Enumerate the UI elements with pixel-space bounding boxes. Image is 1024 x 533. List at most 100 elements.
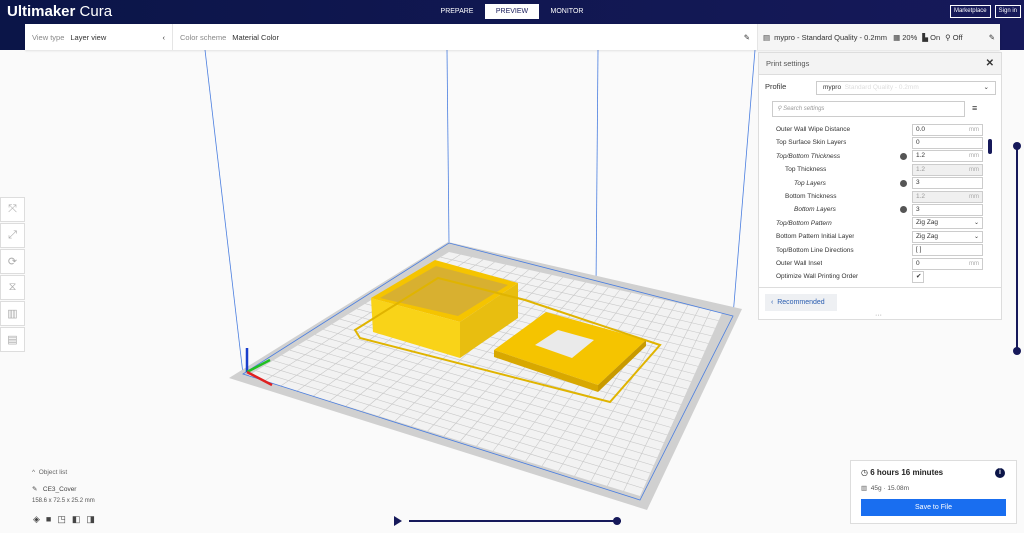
- chevron-down-icon: ⌄: [983, 84, 989, 91]
- settings-menu-icon[interactable]: ≡: [972, 103, 978, 113]
- right-view-icon[interactable]: ◨: [86, 514, 101, 524]
- grid-line: [590, 305, 689, 482]
- setting-input[interactable]: Zig Zag ⌄: [912, 230, 983, 243]
- setting-row: Top Surface Skin Layers 0: [776, 136, 983, 149]
- tab-monitor[interactable]: MONITOR: [550, 8, 584, 15]
- setting-label: Bottom Pattern Initial Layer: [776, 233, 855, 241]
- info-icon[interactable]: [900, 152, 907, 160]
- build-plate-scene: [204, 49, 756, 510]
- camera-view-buttons: ◈■◳◧◨: [33, 514, 101, 525]
- setting-checkbox[interactable]: ✔: [912, 270, 924, 283]
- info-icon[interactable]: [900, 206, 907, 214]
- setting-row: Top Thickness 1.2 mm: [776, 163, 983, 176]
- path-slider-handle[interactable]: [613, 517, 621, 525]
- grid-line: [607, 307, 700, 487]
- layer-slider-top-handle[interactable]: [1013, 142, 1021, 150]
- left-view-icon[interactable]: ◧: [71, 514, 87, 524]
- settings-scrollbar[interactable]: [988, 139, 992, 154]
- infill-icon: ▦: [893, 32, 901, 42]
- color-scheme-selector[interactable]: Color scheme Material Color ✎: [173, 24, 758, 50]
- save-to-file-button[interactable]: Save to File: [861, 499, 1006, 516]
- info-icon[interactable]: [900, 179, 907, 187]
- setting-row: Top/Bottom Thickness 1.2 mm: [776, 150, 983, 163]
- mirror-tool-button[interactable]: ⧖: [0, 275, 25, 300]
- setting-row: Optimize Wall Printing Order ✔: [776, 270, 983, 283]
- setting-label: Top Thickness: [785, 166, 827, 174]
- tab-prepare[interactable]: PREPARE: [440, 8, 474, 15]
- support-blocker-icon: ▤: [7, 334, 18, 346]
- front-view-icon[interactable]: ■: [45, 514, 58, 524]
- setting-label: Top Surface Skin Layers: [776, 139, 847, 147]
- setting-input[interactable]: 1.2 mm: [912, 150, 983, 163]
- setting-label: Top Layers: [794, 179, 826, 187]
- pencil-icon[interactable]: ✎: [988, 32, 995, 42]
- tab-preview[interactable]: PREVIEW: [485, 4, 539, 19]
- model-cover: [494, 312, 646, 392]
- printer-icon: ▤: [763, 32, 771, 42]
- setting-input[interactable]: 0 mm: [912, 257, 983, 270]
- per-model-settings-button[interactable]: ▥: [0, 301, 25, 326]
- setting-input[interactable]: Zig Zag ⌄: [912, 217, 983, 230]
- mirror-icon: ⧖: [8, 281, 17, 293]
- path-slider[interactable]: [409, 517, 621, 525]
- print-setup-selector[interactable]: ▤ mypro - Standard Quality - 0.2mm ▦ 20%…: [758, 24, 1000, 50]
- move-tool-button[interactable]: ⤧: [0, 197, 25, 222]
- skirt: [353, 276, 662, 404]
- setting-row: Bottom Layers 3: [776, 203, 983, 216]
- profile-dropdown[interactable]: mypro Standard Quality - 0.2mm ⌄: [816, 81, 996, 95]
- 3d-viewport[interactable]: [0, 49, 1024, 531]
- setting-input[interactable]: 1.2 mm: [912, 163, 983, 176]
- setting-row: Outer Wall Inset 0 mm: [776, 257, 983, 270]
- setting-label: Bottom Layers: [794, 206, 836, 214]
- object-list-toggle[interactable]: ^ Object list: [32, 469, 68, 476]
- search-settings-input[interactable]: ⚲ Search settings: [772, 101, 965, 117]
- setting-input[interactable]: 3: [912, 203, 983, 216]
- setting-label: Outer Wall Wipe Distance: [776, 126, 851, 133]
- chevron-left-icon[interactable]: ‹: [162, 32, 166, 42]
- per-model-settings-icon: ▥: [7, 308, 18, 320]
- object-dimensions: 158.6 x 72.5 x 25.2 mm: [32, 498, 95, 504]
- print-settings-panel: Print settings ✕ Profile mypro Standard Q…: [758, 52, 1002, 320]
- resize-handle[interactable]: ···: [875, 312, 882, 319]
- setting-input[interactable]: 1.2 mm: [912, 190, 983, 203]
- setting-input[interactable]: [ ]: [912, 244, 983, 257]
- play-button[interactable]: [394, 516, 402, 526]
- support-icon: ▙: [922, 32, 929, 42]
- pencil-icon[interactable]: ✎: [743, 32, 750, 42]
- 3d-view-icon[interactable]: ◈: [33, 514, 46, 524]
- layer-slider-bottom-handle[interactable]: [1013, 347, 1021, 355]
- setting-row: Bottom Thickness 1.2 mm: [776, 190, 983, 203]
- model-box: [371, 260, 518, 358]
- setting-label: Top/Bottom Thickness: [776, 152, 841, 160]
- grid-line: [574, 302, 677, 477]
- support-blocker-button[interactable]: ▤: [0, 327, 25, 352]
- top-view-icon[interactable]: ◳: [57, 514, 72, 524]
- setting-input[interactable]: 0.0 mm: [912, 123, 983, 136]
- info-icon[interactable]: i: [995, 468, 1005, 478]
- marketplace-button[interactable]: Marketplace: [949, 5, 991, 18]
- setting-label: Top/Bottom Line Directions: [776, 246, 854, 254]
- pencil-icon: ✎: [32, 486, 38, 493]
- rotate-tool-button[interactable]: ⟳: [0, 249, 25, 274]
- stage-toolbar: View type Layer view ‹ Color scheme Materi…: [25, 24, 1000, 50]
- adhesion-icon: ⚲: [945, 32, 951, 42]
- build-volume-lines: [204, 49, 756, 375]
- setting-input[interactable]: 3: [912, 177, 983, 190]
- layer-slider[interactable]: [1013, 142, 1021, 355]
- setting-row: Top Layers 3: [776, 177, 983, 190]
- spool-icon: ▥: [861, 485, 868, 492]
- setting-label: Outer Wall Inset: [776, 260, 823, 267]
- view-type-selector[interactable]: View type Layer view ‹: [25, 24, 173, 50]
- object-name[interactable]: ✎ CE3_Cover: [32, 486, 77, 493]
- print-job-panel: ◷ 6 hours 16 minutes i ▥ 45g · 15.08m Sa…: [850, 460, 1017, 524]
- setting-row: Outer Wall Wipe Distance 0.0 mm: [776, 123, 983, 136]
- axis-gizmo: [245, 348, 273, 387]
- chevron-down-icon: ⌄: [973, 233, 979, 240]
- close-icon[interactable]: ✕: [985, 58, 994, 69]
- scale-tool-button[interactable]: ⤢: [0, 223, 25, 248]
- setting-input[interactable]: 0: [912, 136, 983, 149]
- setting-label: Bottom Thickness: [785, 193, 837, 200]
- grid-line: [440, 256, 719, 321]
- recommended-button[interactable]: ‹ Recommended: [765, 294, 837, 311]
- sign-in-button[interactable]: Sign in: [994, 5, 1021, 18]
